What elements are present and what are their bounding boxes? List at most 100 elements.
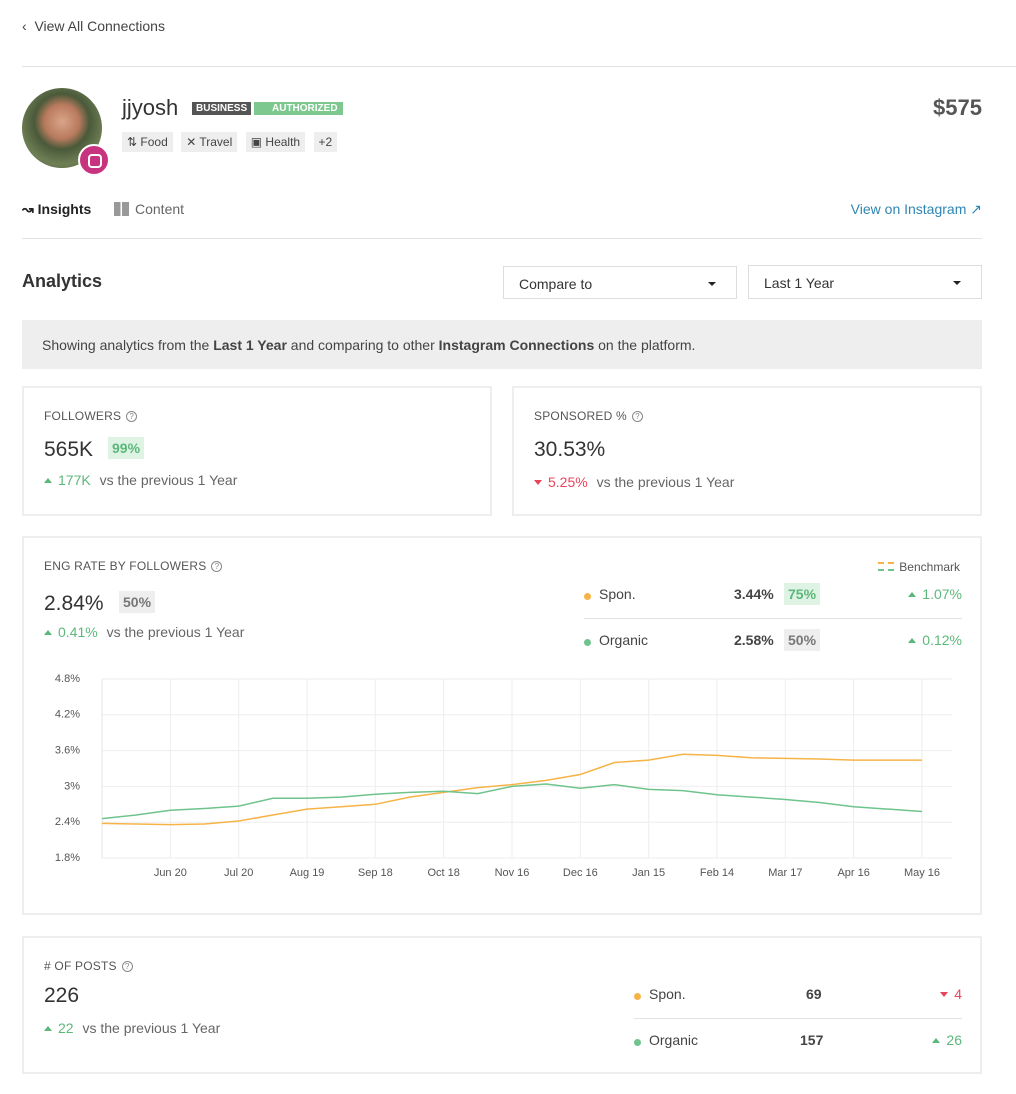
section-title: Analytics <box>22 271 103 291</box>
card-label: ENG RATE BY FOLLOWERS? <box>44 559 223 573</box>
text: FOLLOWERS <box>44 409 122 423</box>
change: 5.25% <box>534 474 588 490</box>
y-tick-label: 3.6% <box>55 745 80 757</box>
suffix: vs the previous 1 Year <box>82 1020 221 1036</box>
change-row: 22 vs the previous 1 Year <box>44 1020 220 1038</box>
card-label: SPONSORED %? <box>534 409 643 423</box>
benchmark-legend: Benchmark <box>878 560 960 574</box>
tag-text: Health <box>265 135 301 149</box>
back-link[interactable]: ‹ View All Connections <box>22 18 165 34</box>
legend-name: Spon. <box>599 586 636 602</box>
eng-card: ENG RATE BY FOLLOWERS? 2.84% 50% 0.41% v… <box>22 536 982 915</box>
series-line <box>101 753 922 826</box>
text: # OF POSTS <box>44 959 117 973</box>
text: SPONSORED % <box>534 409 627 423</box>
legend-dot <box>584 639 591 646</box>
instagram-link[interactable]: View on Instagram ↗ <box>850 201 982 217</box>
tag: +2 <box>313 132 338 152</box>
info-banner: Showing analytics from the Last 1 Year a… <box>22 320 982 369</box>
tab-text[interactable]: Content <box>135 201 185 217</box>
line-chart: 1.8% 2.4% 3% 3.6% 4.2% 4.8% Jun 20 Jul 20 Aug 19… <box>55 673 952 879</box>
dot <box>634 1039 641 1046</box>
profile-name: jjyosh <box>122 95 179 120</box>
suffix: vs the previous 1 Year <box>596 474 735 490</box>
tag: ⇅ Food <box>122 132 173 152</box>
row-name: Spon. <box>649 986 686 1002</box>
x-tick-label: May 16 <box>904 867 940 879</box>
change-row: 0.41% vs the previous 1 Year <box>44 624 244 642</box>
x-tick-label: Nov 16 <box>495 867 530 879</box>
change-row: 5.25% vs the previous 1 Year <box>534 474 734 492</box>
divider <box>634 1018 962 1019</box>
row-change: 26 <box>932 1032 962 1048</box>
y-tick-label: 2.4% <box>55 816 80 828</box>
x-tick-label: Oct 18 <box>427 867 459 879</box>
text: Benchmark <box>899 560 960 574</box>
card-value: 226 <box>44 984 80 1007</box>
tab-content[interactable]: Content <box>114 201 184 217</box>
text: Instagram Connections <box>438 337 595 353</box>
text: Showing analytics from the <box>42 337 214 353</box>
posts-row: Organic 157 26 <box>634 1032 962 1048</box>
x-tick-label: Aug 19 <box>290 867 325 879</box>
row-value: 69 <box>806 986 822 1002</box>
divider <box>22 238 982 239</box>
card-label: # OF POSTS? <box>44 959 133 973</box>
card-label: FOLLOWERS? <box>44 409 138 423</box>
text: Last 1 Year <box>213 337 287 353</box>
tag-text: Travel <box>199 135 233 149</box>
x-tick-label: Jun 20 <box>154 867 187 879</box>
tag: ▣ Health <box>245 132 306 152</box>
change: 177K <box>44 472 91 488</box>
card-value: 2.84% <box>44 592 104 615</box>
y-tick-label: 1.8% <box>55 852 80 864</box>
range-dropdown[interactable]: Last 1 Year <box>748 265 982 299</box>
tab-text[interactable]: Insights <box>37 201 92 217</box>
rank: 75% <box>784 583 821 605</box>
row-change: 0.12% <box>908 632 962 648</box>
x-tick-label: Feb 14 <box>700 867 734 879</box>
badge: BUSINESS <box>192 102 252 115</box>
row-name: Organic <box>649 1032 699 1048</box>
card-value: 30.53% <box>534 438 606 461</box>
compare-dropdown[interactable]: Compare to <box>503 266 737 299</box>
dot <box>634 993 641 1000</box>
badge: AUTHORIZED <box>254 102 343 115</box>
tag: ✕ Travel <box>181 132 238 152</box>
y-tick-label: 4.8% <box>55 673 80 685</box>
tags: ⇅ Food ✕ Travel ▣ Health +2 <box>122 132 338 152</box>
tag-text: Food <box>140 135 168 149</box>
y-tick-label: 3% <box>64 780 80 792</box>
sponsored-card: SPONSORED %? 30.53% 5.25% vs the previou… <box>512 386 982 516</box>
row-change: 1.07% <box>908 586 962 602</box>
x-tick-label: Jan 15 <box>632 867 665 879</box>
row-change: 4 <box>940 986 962 1002</box>
rank: 99% <box>108 437 145 459</box>
legend-row: Spon. 3.44% 75% 1.07% <box>584 583 962 605</box>
row-value: 157 <box>800 1032 824 1048</box>
series-line <box>101 783 923 820</box>
posts-row: Spon. 69 4 <box>634 986 962 1002</box>
change: 22 <box>44 1020 74 1036</box>
row-value: 3.44% <box>734 586 774 602</box>
legend-name: Organic <box>599 632 649 648</box>
divider <box>584 618 962 619</box>
x-tick-label: Jul 20 <box>224 867 253 879</box>
x-tick-label: Dec 16 <box>563 867 598 879</box>
followers-card: FOLLOWERS? 565K 99% 177K vs the previous… <box>22 386 492 516</box>
text: on the platform. <box>594 337 696 353</box>
instagram-badge <box>78 144 110 176</box>
legend-row: Organic 2.58% 50% 0.12% <box>584 629 962 651</box>
text: ENG RATE BY FOLLOWERS <box>44 559 207 573</box>
back-text[interactable]: View All Connections <box>34 18 165 34</box>
suffix: vs the previous 1 Year <box>99 472 238 488</box>
text: and comparing to other <box>286 337 439 353</box>
x-tick-label: Sep 18 <box>358 867 393 879</box>
legend-dot <box>584 593 591 600</box>
tab-insights[interactable]: ↝ Insights <box>22 201 92 217</box>
x-tick-label: Mar 17 <box>768 867 802 879</box>
banner-text: Showing analytics from the Last 1 Year a… <box>42 337 695 353</box>
change-row: 177K vs the previous 1 Year <box>44 472 237 490</box>
link-text[interactable]: View on Instagram <box>850 201 967 217</box>
